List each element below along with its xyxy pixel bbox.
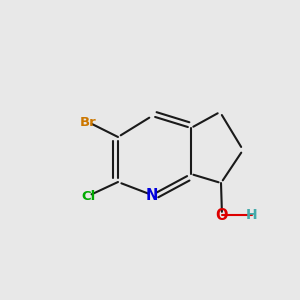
Text: N: N [146, 188, 158, 202]
Text: Br: Br [80, 116, 96, 128]
Text: H: H [246, 208, 258, 222]
Text: O: O [216, 208, 228, 223]
Text: Cl: Cl [81, 190, 95, 202]
